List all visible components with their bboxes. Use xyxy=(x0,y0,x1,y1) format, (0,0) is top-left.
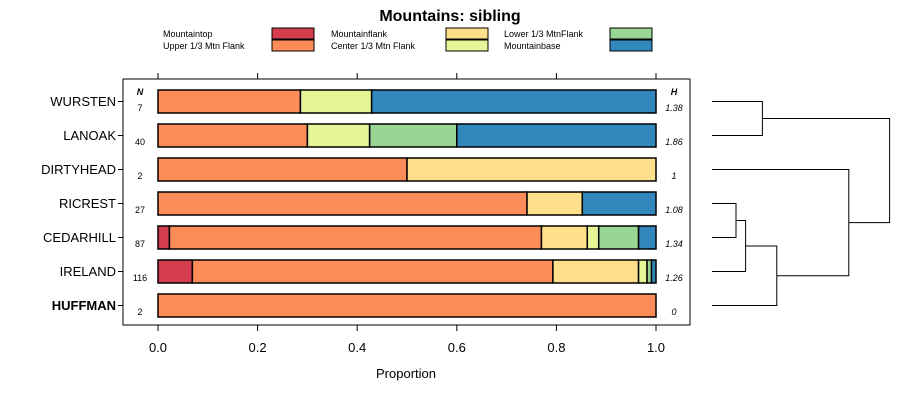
n-value-huffman: 2 xyxy=(137,307,142,317)
bar-segment-ricrest-mountainflank xyxy=(526,191,584,216)
category-label-ricrest: RICREST xyxy=(59,196,116,211)
h-value-ricrest: 1.08 xyxy=(665,205,683,215)
n-header: N xyxy=(137,87,144,97)
category-label-cedarhill: CEDARHILL xyxy=(43,230,116,245)
dendrogram-link-1 xyxy=(712,220,747,272)
bar-segment-huffman-upper-1-3-mtn-flank xyxy=(157,293,657,318)
dendrogram-link-4 xyxy=(712,169,850,277)
bar-segment-ireland-mountainbase xyxy=(650,259,657,284)
h-value-cedarhill: 1.34 xyxy=(665,239,683,249)
bar-segment-cedarhill-mountaintop xyxy=(157,225,171,250)
chart-title: Mountains: sibling xyxy=(379,8,520,25)
category-label-ireland: IRELAND xyxy=(60,264,116,279)
bar-segment-lanoak-center-1-3-mtn-flank xyxy=(306,123,371,148)
legend-label-mountainbase: Mountainbase xyxy=(504,41,561,51)
legend: Mountaintop Upper 1/3 Mtn Flank Mountainfl… xyxy=(163,27,653,52)
category-label-lanoak: LANOAK xyxy=(63,128,116,143)
dendrogram-link-0 xyxy=(712,203,737,238)
legend-swatch-mountaintop xyxy=(271,27,315,40)
bar-segment-lanoak-lower-1-3-mtnflank xyxy=(368,123,458,148)
h-value-ireland: 1.26 xyxy=(665,273,683,283)
x-axis: 0.0 0.2 0.4 0.6 0.8 1.0 xyxy=(149,73,665,355)
legend-label-upper-1-3-mtn-flank: Upper 1/3 Mtn Flank xyxy=(163,41,245,51)
dendrogram xyxy=(712,101,891,306)
bar-segment-cedarhill-lower-1-3-mtnflank xyxy=(597,225,640,250)
category-label-wursten: WURSTEN xyxy=(50,94,116,109)
category-rows: WURSTEN 7 1.38 LANOAK 40 1.86 DIRTYHEAD 2 1 RICRE… xyxy=(41,89,683,318)
legend-swatch-center-1-3-mtn-flank xyxy=(445,39,489,52)
x-tick-label-3: 0.6 xyxy=(448,340,466,355)
bar-segment-wursten-upper-1-3-mtn-flank xyxy=(157,89,302,114)
legend-swatch-mountainflank xyxy=(445,27,489,40)
x-tick-label-5: 1.0 xyxy=(647,340,665,355)
bar-segment-ricrest-upper-1-3-mtn-flank xyxy=(157,191,528,216)
x-axis-label: Proportion xyxy=(376,366,436,381)
n-value-ricrest: 27 xyxy=(135,205,145,215)
h-value-wursten: 1.38 xyxy=(665,103,683,113)
category-label-dirtyhead: DIRTYHEAD xyxy=(41,162,116,177)
x-tick-label-0: 0.0 xyxy=(149,340,167,355)
bar-segment-cedarhill-center-1-3-mtn-flank xyxy=(586,225,600,250)
dendrogram-link-3 xyxy=(712,101,763,136)
plot-frame xyxy=(122,78,691,326)
x-tick-label-4: 0.8 xyxy=(547,340,565,355)
bar-segment-wursten-center-1-3-mtn-flank xyxy=(299,89,373,114)
n-value-lanoak: 40 xyxy=(135,137,145,147)
h-value-huffman: 0 xyxy=(671,307,676,317)
h-value-dirtyhead: 1 xyxy=(671,171,676,181)
bar-segment-ireland-mountaintop xyxy=(157,259,194,284)
h-header: H xyxy=(671,87,678,97)
n-value-dirtyhead: 2 xyxy=(137,171,142,181)
n-value-ireland: 116 xyxy=(133,273,147,283)
bar-segment-ireland-center-1-3-mtn-flank xyxy=(637,259,648,284)
bar-segment-wursten-mountainbase xyxy=(370,89,657,114)
bar-segment-ireland-mountainflank xyxy=(552,259,640,284)
h-value-lanoak: 1.86 xyxy=(665,137,683,147)
legend-label-lower-1-3-mtnflank: Lower 1/3 MtnFlank xyxy=(504,29,584,39)
legend-label-center-1-3-mtn-flank: Center 1/3 Mtn Flank xyxy=(331,41,416,51)
bar-segment-lanoak-mountainbase xyxy=(456,123,657,148)
bar-segment-dirtyhead-upper-1-3-mtn-flank xyxy=(157,157,408,182)
n-value-wursten: 7 xyxy=(137,103,142,113)
legend-swatch-lower-1-3-mtnflank xyxy=(609,27,653,40)
legend-swatch-upper-1-3-mtn-flank xyxy=(271,39,315,52)
bar-segment-cedarhill-upper-1-3-mtn-flank xyxy=(168,225,543,250)
dendrogram-link-5 xyxy=(762,118,891,224)
bar-segment-cedarhill-mountainbase xyxy=(637,225,657,250)
bar-segment-ricrest-mountainbase xyxy=(581,191,657,216)
dendrogram-link-2 xyxy=(712,245,778,306)
x-tick-label-2: 0.4 xyxy=(348,340,366,355)
bar-segment-lanoak-upper-1-3-mtn-flank xyxy=(157,123,309,148)
category-label-huffman: HUFFMAN xyxy=(52,298,116,313)
bar-segment-dirtyhead-mountainflank xyxy=(406,157,657,182)
bar-segment-ireland-upper-1-3-mtn-flank xyxy=(191,259,554,284)
n-value-cedarhill: 87 xyxy=(135,239,145,249)
x-tick-label-1: 0.2 xyxy=(249,340,267,355)
legend-swatch-mountainbase xyxy=(609,39,653,52)
legend-label-mountainflank: Mountainflank xyxy=(331,29,388,39)
bar-segment-cedarhill-mountainflank xyxy=(540,225,589,250)
legend-label-mountaintop: Mountaintop xyxy=(163,29,213,39)
